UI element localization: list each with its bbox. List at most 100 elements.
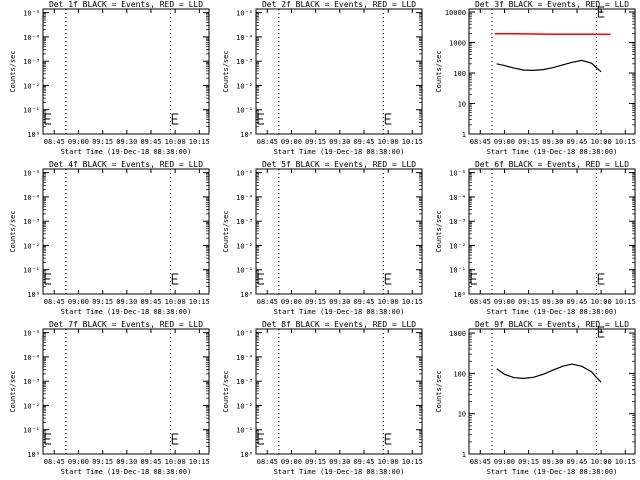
y-tick-label: 10⁻⁵ [236,10,253,18]
x-tick-label: 09:30 [329,458,350,466]
plot-frame [42,168,210,295]
y-tick-label: 10⁻⁴ [23,354,40,362]
x-tick-label: 10:15 [615,138,636,146]
detector-panel-2: Det 2f BLACK = Events, RED = LLD Counts/s… [222,0,423,156]
panel-title: Det 4f BLACK = Events, RED = LLD [49,160,203,169]
y-tick-label: 1 [462,451,466,459]
plot-frame [255,8,423,135]
x-axis-label: Start Time (19-Dec-18 08:38:00) [61,308,192,316]
y-tick-label: 10⁰ [453,291,466,299]
y-tick-label: 100 [453,70,466,78]
flag-marker [597,273,605,285]
x-tick-label: 10:00 [591,138,612,146]
flag-marker [44,113,51,125]
x-tick-label: 09:45 [140,138,161,146]
y-tick-label: 10⁻³ [449,218,466,226]
y-tick-label: 10⁻⁵ [23,330,40,338]
flag-marker [597,326,605,338]
x-tick-label: 09:15 [305,138,326,146]
y-tick-label: 10⁻³ [236,218,253,226]
x-tick-label: 09:00 [68,298,89,306]
y-tick-label: 10⁰ [27,131,40,139]
x-tick-label: 09:15 [92,458,113,466]
x-tick-label: 10:00 [591,298,612,306]
y-axis-label: Counts/sec [435,210,443,252]
y-tick-label: 10⁰ [240,451,253,459]
y-tick-label: 10⁻⁵ [23,10,40,18]
detector-panel-6: Det 6f BLACK = Events, RED = LLD Counts/s… [435,160,636,316]
flag-marker [171,433,179,445]
y-tick-label: 10⁻² [23,402,40,410]
y-axis-label: Counts/sec [9,50,17,92]
x-tick-label: 10:00 [165,458,186,466]
x-tick-label: 09:00 [494,458,515,466]
y-tick-label: 1 [462,131,466,139]
events-series-line [496,59,602,73]
x-tick-label: 09:00 [68,458,89,466]
x-tick-label: 08:45 [44,298,65,306]
x-tick-label: 09:30 [542,458,563,466]
y-tick-label: 10⁻⁵ [449,170,466,178]
y-tick-label: 10⁻³ [23,378,40,386]
x-tick-label: 09:45 [353,458,374,466]
x-axis-label: Start Time (19-Dec-18 08:38:00) [487,308,618,316]
x-tick-label: 09:45 [140,298,161,306]
detector-panel-3: Det 3f BLACK = Events, RED = LLD Counts/s… [435,0,636,156]
x-tick-label: 09:00 [494,138,515,146]
y-tick-label: 10⁻² [23,242,40,250]
panel-title: Det 7f BLACK = Events, RED = LLD [49,320,203,329]
detector-panel-8: Det 8f BLACK = Events, RED = LLD Counts/s… [222,320,423,476]
y-tick-label: 10⁻³ [236,58,253,66]
x-tick-label: 08:45 [44,138,65,146]
y-tick-label: 10⁰ [27,291,40,299]
x-axis-label: Start Time (19-Dec-18 08:38:00) [274,468,405,476]
x-tick-label: 09:30 [116,138,137,146]
panel-title: Det 8f BLACK = Events, RED = LLD [262,320,416,329]
y-axis-label: Counts/sec [435,50,443,92]
x-tick-label: 09:45 [566,138,587,146]
plot-frame [42,328,210,455]
y-tick-label: 10⁻¹ [23,427,40,435]
y-tick-label: 10⁻¹ [449,267,466,275]
y-tick-label: 10⁻⁵ [236,170,253,178]
y-tick-label: 10⁻² [23,82,40,90]
x-tick-label: 09:45 [566,458,587,466]
y-tick-label: 10⁻³ [236,378,253,386]
y-tick-label: 10⁻² [236,242,253,250]
x-tick-label: 09:00 [281,138,302,146]
x-tick-label: 09:30 [116,458,137,466]
y-axis-label: Counts/sec [222,210,230,252]
x-tick-label: 09:15 [518,298,539,306]
x-tick-label: 09:45 [140,458,161,466]
panel-title: Det 3f BLACK = Events, RED = LLD [475,0,629,9]
plot-frame [468,168,636,295]
y-tick-label: 10000 [445,9,466,17]
y-tick-label: 10⁰ [27,451,40,459]
panel-title: Det 2f BLACK = Events, RED = LLD [262,0,416,9]
flag-marker [384,113,392,125]
plot-frame [255,168,423,295]
x-tick-label: 10:00 [165,138,186,146]
flag-marker [597,6,605,18]
y-tick-label: 10⁻³ [23,58,40,66]
x-tick-label: 09:15 [92,298,113,306]
x-tick-label: 09:45 [566,298,587,306]
plot-frame [468,8,636,135]
y-axis-label: Counts/sec [222,370,230,412]
x-axis-label: Start Time (19-Dec-18 08:38:00) [61,468,192,476]
x-tick-label: 09:30 [116,298,137,306]
y-tick-label: 10⁻⁴ [236,194,253,202]
x-tick-label: 09:45 [353,298,374,306]
x-tick-label: 09:15 [305,458,326,466]
plot-frame [468,328,636,455]
detector-panel-1: Det 1f BLACK = Events, RED = LLD Counts/s… [9,0,210,156]
y-tick-label: 10⁻² [236,82,253,90]
panel-title: Det 5f BLACK = Events, RED = LLD [262,160,416,169]
x-tick-label: 08:45 [470,298,491,306]
y-tick-label: 10⁻⁴ [236,34,253,42]
y-tick-label: 10⁻² [449,242,466,250]
x-axis-label: Start Time (19-Dec-18 08:38:00) [274,308,405,316]
x-tick-label: 08:45 [470,138,491,146]
x-tick-label: 10:00 [591,458,612,466]
